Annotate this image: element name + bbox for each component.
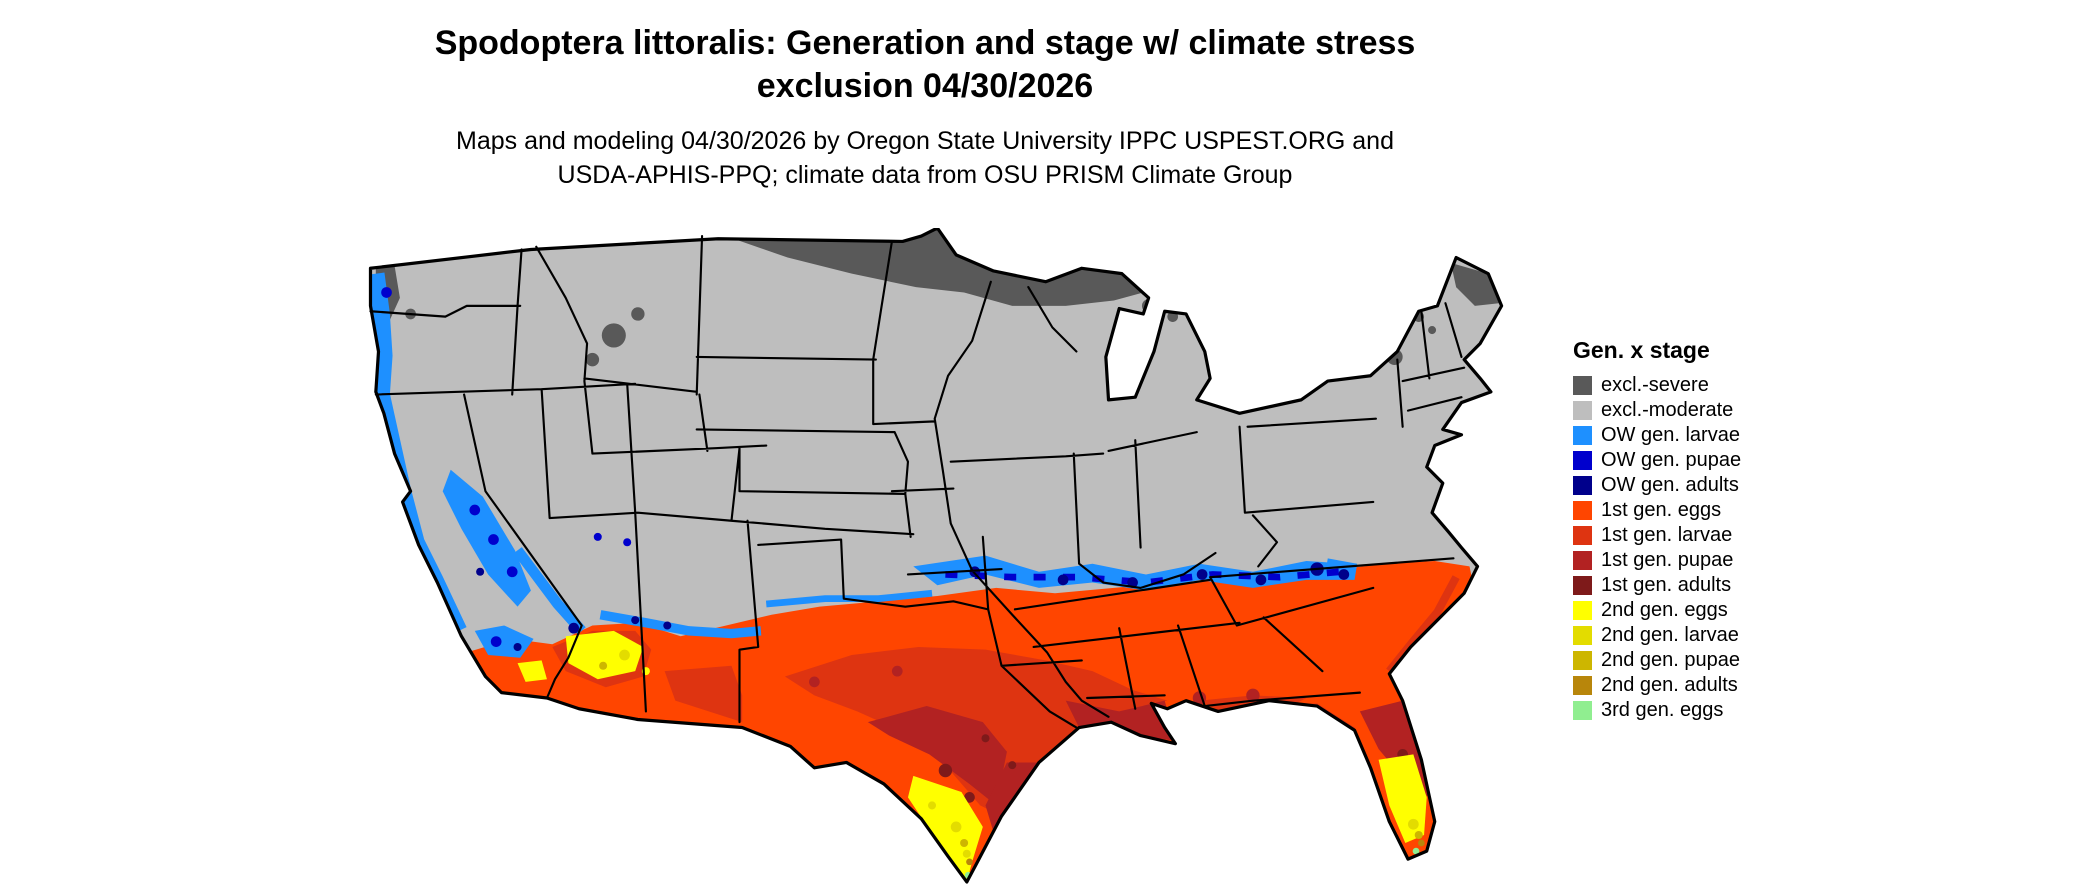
legend-row: 1st gen. larvae [1573,523,1741,548]
legend-label: 1st gen. adults [1601,574,1732,596]
legend-label: 1st gen. pupae [1601,549,1734,571]
legend-title: Gen. x stage [1573,337,1710,363]
region-ow-pupae-dots [381,287,632,647]
legend-label: excl.-severe [1601,374,1709,396]
legend-label: 2nd gen. eggs [1601,599,1728,621]
map-subtitle-line2: USDA-APHIS-PPQ; climate data from OSU PR… [557,161,1293,189]
map-raster-layers [370,228,1502,882]
legend-label: OW gen. pupae [1601,449,1742,471]
legend-row: OW gen. adults [1573,473,1741,498]
legend-label: excl.-moderate [1601,399,1734,421]
state-borders [369,234,1466,729]
legend-swatch-gen3-eggs [1573,701,1592,720]
legend-row: 3rd gen. eggs [1573,698,1741,723]
legend-row: OW gen. larvae [1573,423,1741,448]
region-gen2-adults [966,839,1425,866]
legend-label: 2nd gen. adults [1601,674,1738,696]
map-subtitle-line1: Maps and modeling 04/30/2026 by Oregon S… [456,127,1394,155]
legend-row: 1st gen. adults [1573,573,1741,598]
legend-row: 1st gen. eggs [1573,498,1741,523]
legend-swatch-ow-adults [1573,476,1592,495]
legend-row: OW gen. pupae [1573,448,1741,473]
us-map [317,228,1527,886]
region-gen2-pupae [599,661,1423,848]
legend-row: excl.-severe [1573,373,1741,398]
region-ow-pupae [945,568,1341,586]
legend-row: 2nd gen. larvae [1573,623,1741,648]
legend-swatch-ow-larvae [1573,426,1592,445]
legend: Gen. x stage excl.-severe excl.-moderate… [1573,337,1741,723]
legend-label: 1st gen. eggs [1601,499,1722,521]
legend-label: OW gen. adults [1601,474,1739,496]
legend-swatch-gen1-pupae [1573,551,1592,570]
legend-label: 2nd gen. larvae [1601,624,1739,646]
legend-row: 2nd gen. adults [1573,673,1741,698]
legend-swatch-excl-moderate [1573,401,1592,420]
legend-row: excl.-moderate [1573,398,1741,423]
region-gen3-eggs [964,847,1420,879]
legend-swatch-gen2-adults [1573,676,1592,695]
legend-swatch-gen2-pupae [1573,651,1592,670]
legend-label: OW gen. larvae [1601,424,1740,446]
legend-swatch-ow-pupae [1573,451,1592,470]
legend-swatch-gen2-eggs [1573,601,1592,620]
legend-row: 1st gen. pupae [1573,548,1741,573]
legend-swatch-gen1-eggs [1573,501,1592,520]
legend-label: 3rd gen. eggs [1601,699,1724,721]
title-block: Spodoptera littoralis: Generation and st… [0,22,1850,192]
map-title-line2: exclusion 04/30/2026 [756,67,1094,105]
legend-row: 2nd gen. eggs [1573,598,1741,623]
legend-swatch-gen2-larvae [1573,626,1592,645]
region-gen1-larvae-coast [1386,575,1460,674]
map-title-line1: Spodoptera littoralis: Generation and st… [434,24,1416,62]
legend-swatch-gen1-larvae [1573,526,1592,545]
legend-swatch-gen1-adults [1573,576,1592,595]
subtitle-block: Maps and modeling 04/30/2026 by Oregon S… [0,124,1850,192]
legend-swatch-excl-severe [1573,376,1592,395]
us-map-svg [368,228,1504,884]
legend-label: 2nd gen. pupae [1601,649,1741,671]
legend-row: 2nd gen. pupae [1573,648,1741,673]
us-outline [368,228,1504,884]
legend-label: 1st gen. larvae [1601,524,1733,546]
region-gen2-larvae [619,649,1419,858]
